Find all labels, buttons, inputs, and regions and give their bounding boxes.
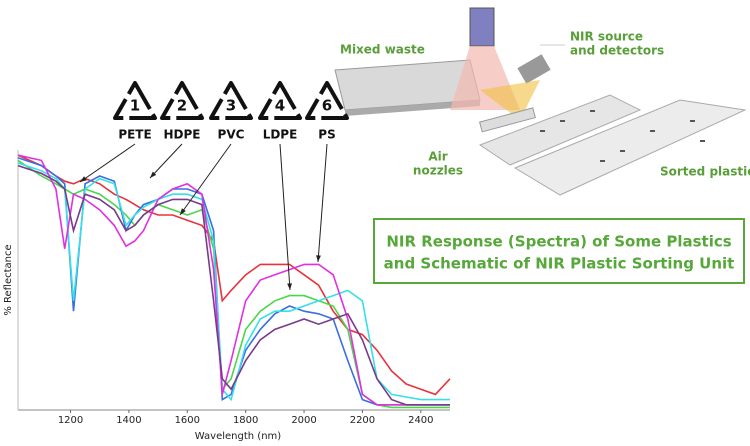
title-box xyxy=(373,218,745,284)
arrow-head xyxy=(287,283,292,290)
x-tick-label: 1400 xyxy=(116,415,141,426)
arrow-head xyxy=(316,255,321,262)
schematic-label: Air xyxy=(428,150,447,164)
x-tick-label: 2200 xyxy=(350,415,375,426)
recycle-symbol xyxy=(209,81,253,120)
schematic xyxy=(334,7,747,196)
schematic-label: NIR source xyxy=(570,30,643,44)
arrow-head xyxy=(150,171,157,178)
schematic-label: and detectors xyxy=(570,44,664,58)
pointer-arrow xyxy=(179,143,232,216)
recycle-symbol xyxy=(305,81,349,120)
resin-label: PS xyxy=(318,128,335,142)
arrow-head xyxy=(180,208,186,215)
figure-title: and Schematic of NIR Plastic Sorting Uni… xyxy=(384,255,735,273)
x-tick-label: 2000 xyxy=(291,415,316,426)
x-axis-label: Wavelength (nm) xyxy=(195,431,281,442)
pointer-arrow xyxy=(317,143,328,263)
x-tick-label: 1600 xyxy=(175,415,200,426)
resin-number: 6 xyxy=(322,97,332,115)
x-tick-label: 1800 xyxy=(233,415,258,426)
schematic-label: Mixed waste xyxy=(340,43,425,57)
resin-number: 3 xyxy=(226,97,236,115)
resin-number: 1 xyxy=(130,97,140,115)
resin-number: 4 xyxy=(275,97,285,115)
pointer-arrow xyxy=(149,143,183,179)
spectrum-line xyxy=(17,157,450,406)
recycle-symbol xyxy=(258,81,302,120)
pointer-arrow xyxy=(79,143,136,183)
schematic-label: Sorted plastic xyxy=(660,165,750,179)
resin-label: LDPE xyxy=(263,128,298,142)
spectrum-line xyxy=(17,154,451,396)
resin-label: PETE xyxy=(118,128,151,142)
resin-number: 2 xyxy=(177,97,187,115)
resin-label: PVC xyxy=(218,128,245,142)
pointer-arrow xyxy=(279,143,291,291)
schematic-label: nozzles xyxy=(413,164,463,178)
x-tick-label: 1200 xyxy=(58,415,83,426)
figure-title: NIR Response (Spectra) of Some Plastics xyxy=(386,233,731,251)
recycle-symbol xyxy=(113,81,157,120)
x-tick-label: 2400 xyxy=(408,415,433,426)
recycle-symbol xyxy=(160,81,204,120)
y-axis-label: % Reflectance xyxy=(3,244,14,315)
resin-label: HDPE xyxy=(164,128,201,142)
spectrum-line xyxy=(17,164,450,406)
spectrum-line xyxy=(17,154,450,406)
arrow-head xyxy=(80,176,87,182)
